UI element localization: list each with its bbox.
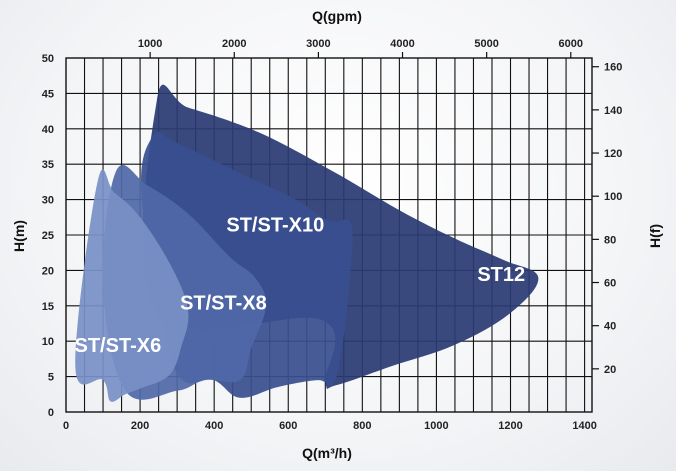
region-label-2: ST/ST-X8 [180,292,267,314]
x-tick-label: 400 [205,420,223,432]
y2-tick-label: 160 [604,62,622,74]
y-tick-label: 40 [42,124,54,136]
y2-tick-label: 120 [604,148,622,160]
region-label-1: ST/ST-X10 [226,214,324,236]
x2-tick-label: 1000 [138,38,162,50]
pump-regions [75,84,539,402]
y-tick-label: 20 [42,265,54,277]
x2-tick-label: 3000 [306,38,330,50]
region-labels: ST12 ST/ST-X10 ST/ST-X8 ST/ST-X6 [75,214,526,356]
x-tick-label: 0 [63,420,69,432]
y-tick-label: 50 [42,53,54,65]
y-axis-title: H(m) [11,220,27,252]
x2-tick-label: 5000 [474,38,498,50]
y2-tick-label: 40 [604,321,616,333]
y-tick-label: 35 [42,159,54,171]
y-tick-label: 15 [42,301,54,313]
x2-tick-label: 6000 [559,38,583,50]
pump-region-3 [75,169,189,402]
y-tick-label: 30 [42,195,54,207]
y2-axis-title: H(f) [647,224,663,248]
x-tick-label: 1000 [424,420,448,432]
y2-tick-label: 100 [604,191,622,203]
y-tick-label: 25 [42,230,54,242]
x2-axis-title: Q(gpm) [312,8,362,24]
region-label-3: ST/ST-X6 [75,335,162,357]
plot-frame [65,57,593,413]
x2-tick-label: 4000 [390,38,414,50]
x-tick-label: 200 [131,420,149,432]
y-tick-label: 10 [42,336,54,348]
tick-labels: 0 200 400 600 800 1000 1200 1400 0 5 10 15 20 25 30 35 4… [42,38,623,432]
x-axis-title: Q(m³/h) [302,445,352,461]
y2-tick-label: 80 [604,234,616,246]
x-tick-label: 1400 [572,420,596,432]
y-tick-label: 5 [48,372,54,384]
x-tick-label: 800 [353,420,371,432]
y2-tick-label: 20 [604,364,616,376]
x2-tick-label: 2000 [222,38,246,50]
x-tick-label: 600 [279,420,297,432]
y2-tick-label: 140 [604,105,622,117]
region-label-0: ST12 [477,264,525,286]
y-tick-label: 0 [48,407,54,419]
x-tick-label: 1200 [498,420,522,432]
plot-border [65,57,593,413]
y2-tick-label: 60 [604,278,616,290]
y-tick-label: 45 [42,88,54,100]
